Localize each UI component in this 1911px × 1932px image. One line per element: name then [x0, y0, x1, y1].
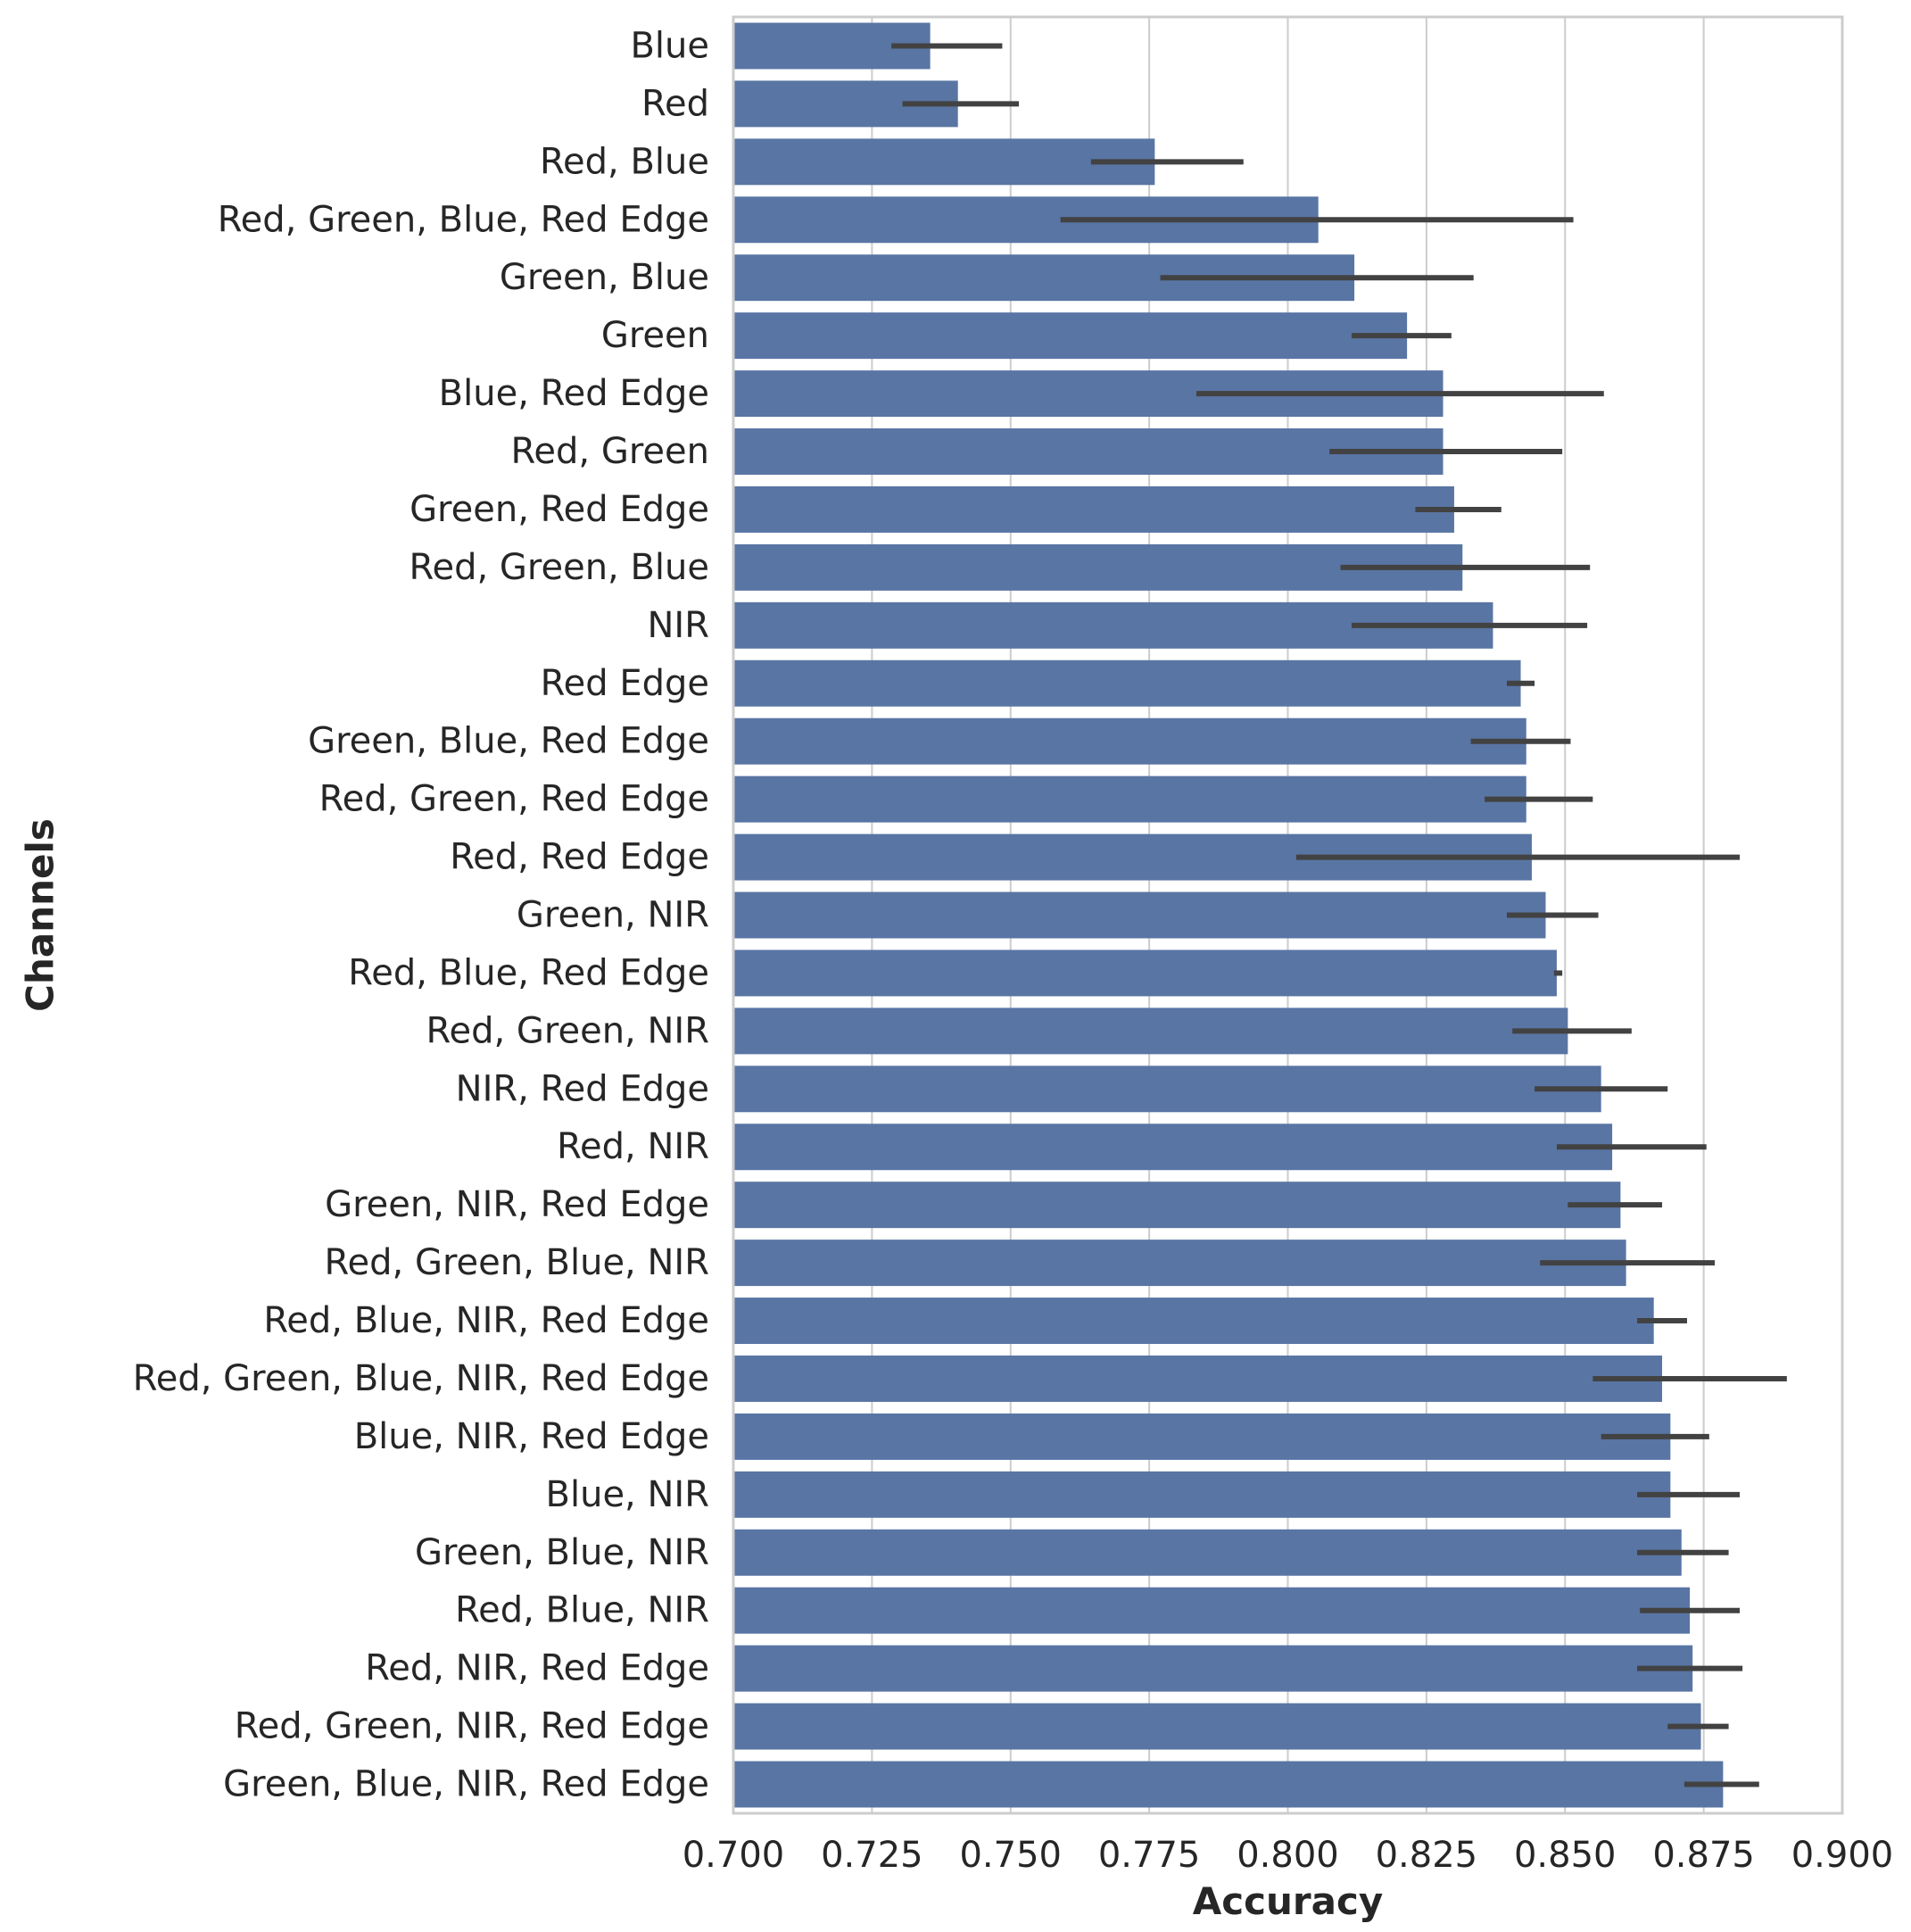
bar: [733, 1182, 1621, 1229]
bar: [733, 485, 1454, 533]
y-tick-label: Blue: [630, 25, 709, 66]
y-tick-label: Red, Green: [510, 431, 709, 472]
bar: [733, 1529, 1682, 1576]
y-tick-label: Green, Blue, NIR: [415, 1532, 709, 1573]
y-tick-label: Green, NIR, Red Edge: [325, 1184, 709, 1225]
y-tick-label: Green, Blue: [500, 257, 709, 298]
x-tick-label: 0.725: [821, 1835, 923, 1876]
bar: [733, 1471, 1671, 1518]
x-tick-label: 0.850: [1514, 1835, 1617, 1876]
bar: [733, 1007, 1568, 1055]
bar: [733, 1066, 1601, 1113]
x-tick-label: 0.775: [1098, 1835, 1201, 1876]
bars: [733, 22, 1724, 1808]
bar: [733, 428, 1444, 475]
y-tick-label: Red, NIR: [557, 1126, 709, 1167]
y-tick-label: NIR: [647, 605, 709, 646]
y-tick-label: Blue, Red Edge: [439, 373, 709, 414]
y-tick-label: Green, Red Edge: [410, 489, 709, 530]
bar: [733, 1240, 1626, 1287]
y-tick-label: Green, NIR: [517, 895, 709, 936]
x-tick-label: 0.900: [1791, 1835, 1894, 1876]
y-tick-label: Green, Blue, NIR, Red Edge: [223, 1764, 709, 1805]
x-tick-label: 0.825: [1376, 1835, 1478, 1876]
x-axis-title: Accuracy: [1193, 1879, 1384, 1923]
y-tick-label: Red, Red Edge: [450, 837, 709, 878]
y-tick-label: Red, Blue: [540, 141, 709, 182]
bar: [733, 1124, 1613, 1171]
bar: [733, 659, 1521, 707]
y-tick-label: Red, NIR, Red Edge: [365, 1648, 709, 1689]
y-tick-label: Red, Green, Blue, NIR: [325, 1242, 709, 1283]
bar: [733, 1645, 1693, 1692]
bar: [733, 891, 1546, 939]
y-tick-label: Red: [641, 83, 709, 124]
error-bars: [891, 43, 1787, 1787]
y-axis-title: Channels: [19, 818, 62, 1012]
y-tick-label: Blue, NIR, Red Edge: [354, 1416, 709, 1457]
plot-frame: [732, 15, 1844, 1815]
bar: [733, 1298, 1654, 1345]
y-tick-labels: Blue Red Red, Blue Red, Green, Blue, Red Ed…: [133, 25, 709, 1804]
x-tick-label: 0.700: [682, 1835, 785, 1876]
y-tick-label: Red, Green, Blue: [409, 547, 709, 588]
y-tick-label: NIR, Red Edge: [456, 1068, 709, 1109]
bar: [733, 775, 1526, 823]
y-tick-label: Red Edge: [541, 663, 709, 704]
y-tick-label: Red, Blue, NIR: [455, 1590, 709, 1631]
bar: [733, 1356, 1663, 1402]
y-tick-label: Green: [601, 315, 709, 356]
bar: [733, 1703, 1701, 1750]
y-tick-label: Blue, NIR: [546, 1474, 709, 1515]
bar: [733, 949, 1557, 997]
y-tick-label: Red, Green, Blue, NIR, Red Edge: [133, 1358, 709, 1399]
bar: [733, 717, 1526, 765]
y-tick-label: Green, Blue, Red Edge: [308, 721, 709, 762]
x-tick-label: 0.875: [1652, 1835, 1755, 1876]
x-tick-label: 0.750: [959, 1835, 1062, 1876]
y-tick-label: Red, Green, Blue, Red Edge: [218, 199, 709, 240]
bar: [733, 1761, 1724, 1808]
bar: [733, 312, 1408, 360]
bar: [733, 138, 1155, 186]
y-tick-label: Red, Green, NIR: [426, 1010, 710, 1051]
y-tick-label: Red, Blue, NIR, Red Edge: [263, 1300, 709, 1341]
x-tick-label: 0.800: [1237, 1835, 1339, 1876]
x-tick-labels: 0.700 0.725 0.750 0.775 0.800 0.825 0.850 0.875…: [682, 1835, 1894, 1876]
bar: [733, 1413, 1671, 1460]
y-tick-label: Red, Green, Red Edge: [319, 779, 709, 820]
y-tick-label: Red, Blue, Red Edge: [348, 952, 709, 993]
y-tick-label: Red, Green, NIR, Red Edge: [235, 1706, 709, 1747]
bar: [733, 1587, 1691, 1634]
